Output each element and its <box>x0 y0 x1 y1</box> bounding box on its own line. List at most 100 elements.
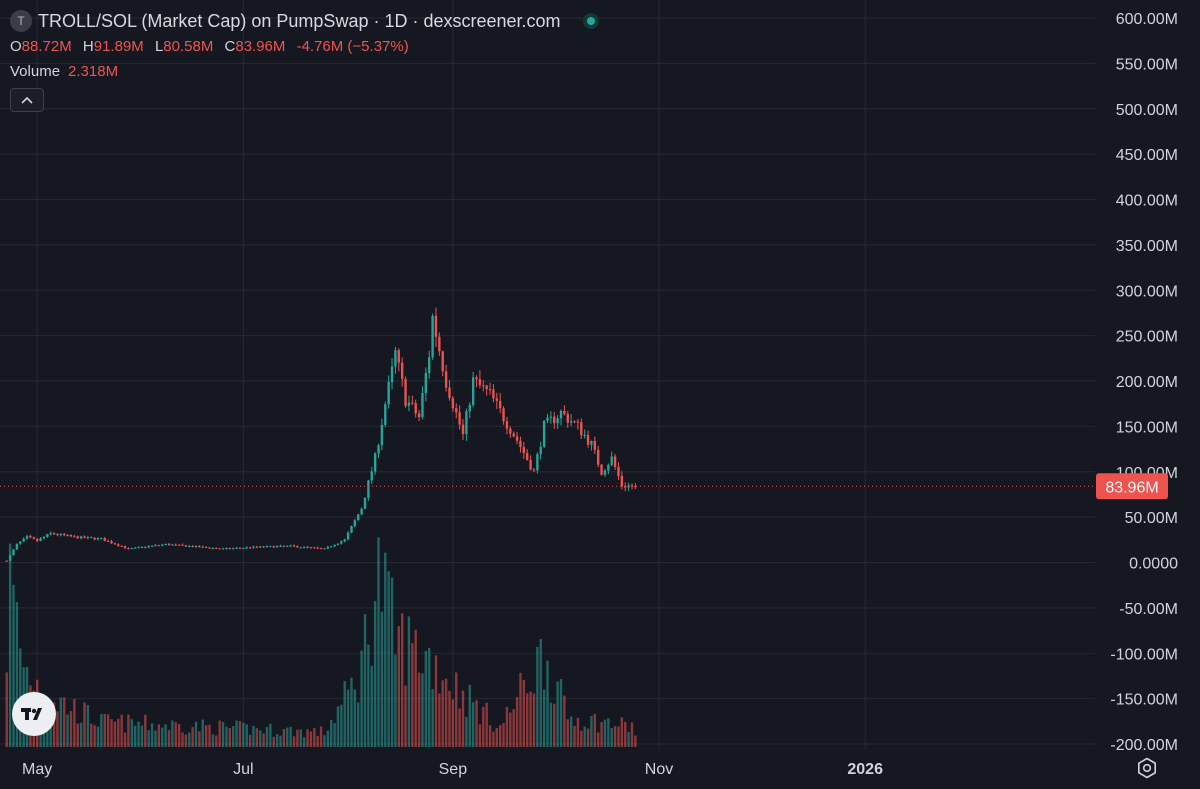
volume-bar <box>275 734 279 747</box>
candle-body <box>586 434 590 445</box>
volume-bar <box>485 702 488 747</box>
volume-bar <box>546 660 549 747</box>
candle-body <box>505 421 509 429</box>
volume-bar <box>59 697 63 747</box>
candle-body <box>556 418 559 424</box>
candle-body <box>316 547 319 549</box>
candle-body <box>502 408 505 422</box>
candle-body <box>522 447 526 454</box>
candle-body <box>238 547 242 549</box>
candle-body <box>140 546 144 548</box>
candle-body <box>580 422 583 436</box>
candle-body <box>292 545 296 547</box>
candle-body <box>532 469 536 471</box>
candle-body <box>573 421 576 423</box>
candle-body <box>117 544 120 546</box>
candle-body <box>471 377 475 405</box>
candle-body <box>289 545 292 547</box>
candle-body <box>478 379 482 386</box>
candle-body <box>154 545 157 547</box>
volume-bar <box>353 689 357 747</box>
volume-bar <box>482 706 485 747</box>
candle-body <box>370 471 373 481</box>
candle-body <box>19 541 22 544</box>
volume-bar <box>515 697 519 747</box>
low-value: 80.58M <box>163 38 214 55</box>
volume-bar <box>326 730 330 747</box>
volume-bar <box>93 725 96 747</box>
volume-bar <box>336 706 340 747</box>
candle-body <box>438 336 441 352</box>
candle-body <box>613 456 617 467</box>
candle-body <box>336 543 340 545</box>
volume-bar <box>634 735 637 747</box>
candle-body <box>350 526 353 533</box>
x-tick-label: 2026 <box>847 761 883 778</box>
candle-body <box>482 385 485 387</box>
volume-bar <box>404 685 407 747</box>
y-tick-label: -150.00M <box>1110 692 1178 709</box>
candle-body <box>377 445 380 454</box>
volume-bar <box>147 730 150 747</box>
candle-body <box>624 486 627 488</box>
volume-bar <box>157 724 161 747</box>
candle-body <box>59 534 63 536</box>
volume-bar <box>610 728 613 747</box>
volume-bar <box>306 729 309 747</box>
candle-body <box>353 520 357 527</box>
volume-bar <box>573 725 576 747</box>
candle-body <box>553 416 556 424</box>
candle-body <box>49 533 52 535</box>
volume-bar <box>417 672 421 747</box>
candle-body <box>147 546 150 548</box>
volume-bar <box>617 726 620 747</box>
volume-bar <box>529 691 532 747</box>
y-tick-label: 150.00M <box>1116 419 1178 436</box>
candle-body <box>272 546 275 548</box>
candle-body <box>184 545 188 547</box>
volume-bar <box>586 728 590 747</box>
volume-bar <box>289 726 292 747</box>
volume-bar <box>259 730 262 747</box>
volume-bar <box>421 673 424 747</box>
candle-body <box>228 548 231 550</box>
candle-body <box>96 538 100 540</box>
candle-body <box>346 532 350 540</box>
candle-body <box>235 547 238 549</box>
candle-body <box>461 424 465 435</box>
candle-body <box>407 402 411 406</box>
gear-icon[interactable] <box>1135 756 1159 780</box>
volume-bar <box>63 697 66 747</box>
candle-body <box>90 537 93 539</box>
volume-bar <box>255 728 259 747</box>
volume-bar <box>248 734 252 747</box>
candle-body <box>512 433 515 437</box>
collapse-legend-button[interactable] <box>10 88 44 112</box>
volume-bar <box>553 703 556 747</box>
volume-bar <box>154 730 157 747</box>
candle-body <box>509 428 512 434</box>
y-tick-label: 50.00M <box>1125 510 1178 527</box>
volume-bar <box>428 648 431 747</box>
candle-body <box>495 398 498 401</box>
volume-bar <box>367 644 370 747</box>
candle-body <box>434 315 438 337</box>
y-tick-label: 600.00M <box>1116 11 1178 28</box>
candle-body <box>39 538 42 541</box>
y-tick-label: 400.00M <box>1116 193 1178 210</box>
candle-body <box>499 400 502 409</box>
volume-bar <box>167 730 171 747</box>
candle-body <box>610 456 613 465</box>
candle-body <box>218 548 221 550</box>
candle-body <box>211 547 215 549</box>
token-symbol-icon: T <box>10 10 32 32</box>
tradingview-logo-icon[interactable] <box>12 692 56 736</box>
candle-body <box>208 547 211 549</box>
volume-bar <box>330 720 333 747</box>
volume-bar <box>340 704 343 747</box>
candle-body <box>492 389 495 399</box>
chart-header: T TROLL/SOL (Market Cap) on PumpSwap · 1… <box>10 10 599 32</box>
candle-body <box>157 545 161 547</box>
candle-body <box>127 548 130 550</box>
